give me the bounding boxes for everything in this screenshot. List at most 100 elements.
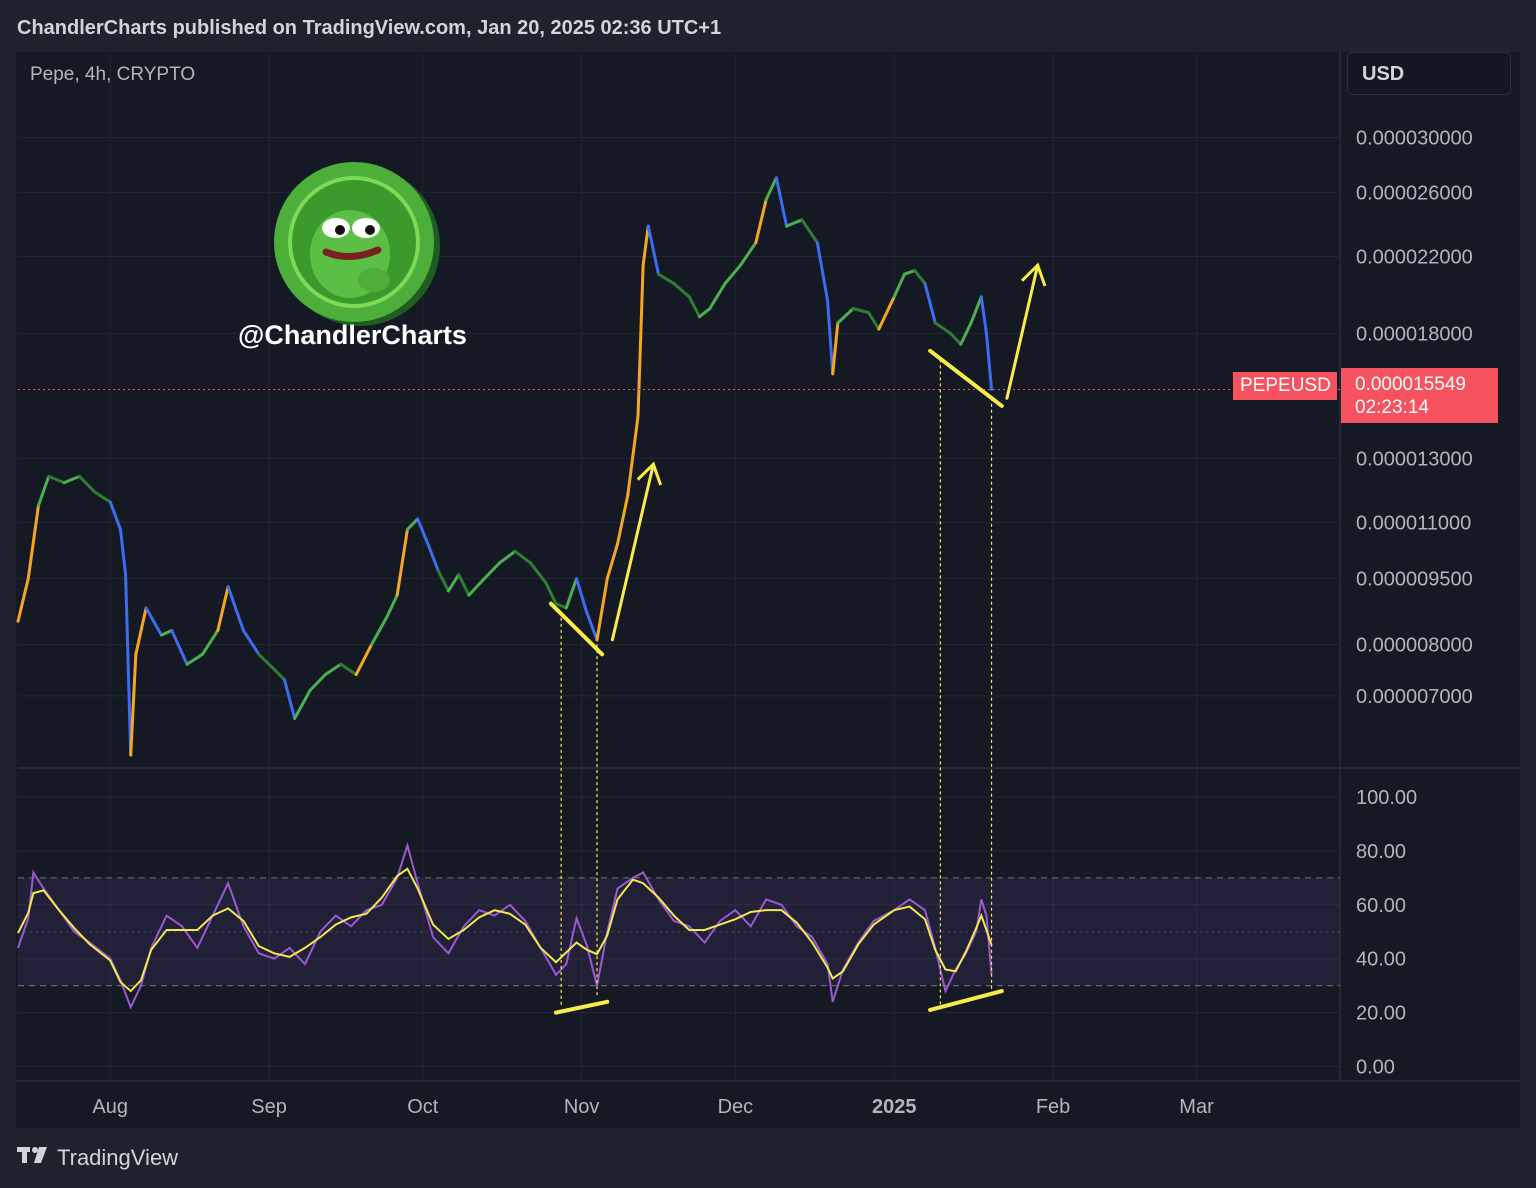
bar-countdown: 02:23:14 [1355, 397, 1429, 418]
tradingview-logo-icon [17, 1145, 51, 1171]
tradingview-brand-name: TradingView [57, 1145, 179, 1170]
chart-frame[interactable] [16, 52, 1520, 1128]
price-segment [949, 331, 963, 346]
price-segment [877, 295, 896, 331]
currency-button[interactable]: USD [1347, 52, 1511, 95]
price-segment [646, 224, 661, 276]
price-segment [482, 561, 502, 581]
rsi-ma-line [17, 867, 993, 993]
rsi-tick-label: 100.00 [1356, 787, 1417, 809]
price-segment [605, 542, 620, 581]
price-segment [405, 517, 420, 531]
price-segment [16, 577, 30, 623]
symbol-legend[interactable]: Pepe, 4h, CRYPTO [30, 64, 196, 85]
price-segment [370, 615, 389, 647]
price-segment [257, 652, 276, 671]
price-segment [323, 662, 343, 677]
rsi-axis: 100.00 80.00 60.00 40.00 20.00 0.00 [1356, 787, 1417, 1079]
price-segment [457, 573, 471, 597]
price-tick-label: 0.000018000 [1356, 323, 1473, 345]
price-segment [498, 549, 517, 565]
price-segment [185, 652, 204, 666]
watermark-handle: @ChandlerCharts [238, 320, 467, 350]
tradingview-brand[interactable]: TradingView [17, 1145, 178, 1171]
price-segment [47, 474, 66, 485]
price-segment [564, 577, 579, 610]
price-segment [93, 490, 112, 504]
price-segment [446, 573, 461, 593]
price-segment [851, 307, 871, 315]
time-tick-label: Sep [251, 1096, 287, 1118]
time-tick-label: Feb [1036, 1096, 1070, 1118]
price-segment [984, 331, 994, 392]
price-segment [595, 577, 609, 642]
price-segment [528, 561, 548, 585]
price-segment [697, 307, 712, 319]
rsi-divergence-line-1 [554, 999, 610, 1015]
breakout-arrow-2 [1005, 263, 1040, 400]
time-tick-label: Nov [564, 1096, 600, 1118]
rsi-divergence-line-2 [928, 989, 1004, 1012]
time-tick-label: 2025 [872, 1096, 917, 1118]
pepe-coin-logo-icon [270, 158, 442, 330]
price-segment [426, 542, 440, 573]
grid [16, 52, 1520, 1082]
price-segment [385, 593, 399, 619]
price-segment [436, 569, 450, 593]
price-segment [785, 218, 804, 228]
price-segment [738, 241, 758, 267]
time-tick-label: Dec [718, 1096, 754, 1118]
price-segment [241, 628, 261, 656]
price-segment [293, 688, 312, 720]
price-segment [544, 581, 558, 606]
rsi-band-fill [18, 877, 1340, 986]
price-segment [867, 311, 881, 331]
price-segment [134, 606, 148, 656]
publisher-header: ChandlerCharts published on TradingView.… [17, 17, 722, 39]
price-segment [144, 606, 163, 637]
price-segment [416, 517, 430, 546]
price-segment [585, 610, 599, 642]
breakout-arrow-1-head [636, 461, 663, 486]
rsi-tick-label: 60.00 [1356, 895, 1406, 917]
price-segment [62, 474, 81, 485]
price-segment [969, 295, 983, 325]
price-segment [129, 652, 138, 757]
price-segment [108, 500, 122, 531]
time-tick-label: Oct [407, 1096, 439, 1118]
price-segment [754, 198, 768, 245]
price-segment [395, 527, 409, 597]
price-segment [657, 272, 676, 285]
price-segment [913, 269, 927, 285]
price-segment [226, 585, 245, 632]
price-segment [774, 176, 789, 228]
price-segment [892, 272, 906, 299]
price-tick-label: 0.000026000 [1356, 182, 1473, 204]
price-segment [26, 503, 40, 581]
price-segment [77, 474, 97, 494]
price-segment [554, 602, 568, 610]
price-tick-label: 0.000022000 [1356, 246, 1473, 268]
price-segment [979, 295, 988, 335]
price-segment [641, 224, 650, 267]
rsi-tick-label: 80.00 [1356, 841, 1406, 863]
price-segment [933, 321, 953, 335]
price-tick-label: 0.000007000 [1356, 686, 1473, 708]
price-segment [687, 295, 701, 319]
price-tick-label: 0.000013000 [1356, 448, 1473, 470]
price-segment [308, 673, 327, 692]
time-tick-label: Aug [92, 1096, 128, 1118]
price-segment [923, 281, 937, 325]
price-segment [170, 628, 189, 666]
price-segment [800, 218, 819, 245]
rsi-band [18, 877, 1340, 987]
price-segment [831, 321, 840, 376]
price-segment [723, 263, 742, 285]
price-segment [354, 643, 374, 677]
price-segment [339, 662, 358, 677]
price-segment [764, 176, 778, 202]
price-segment [467, 577, 486, 597]
rsi-tick-label: 40.00 [1356, 949, 1406, 971]
price-segment [672, 281, 691, 299]
